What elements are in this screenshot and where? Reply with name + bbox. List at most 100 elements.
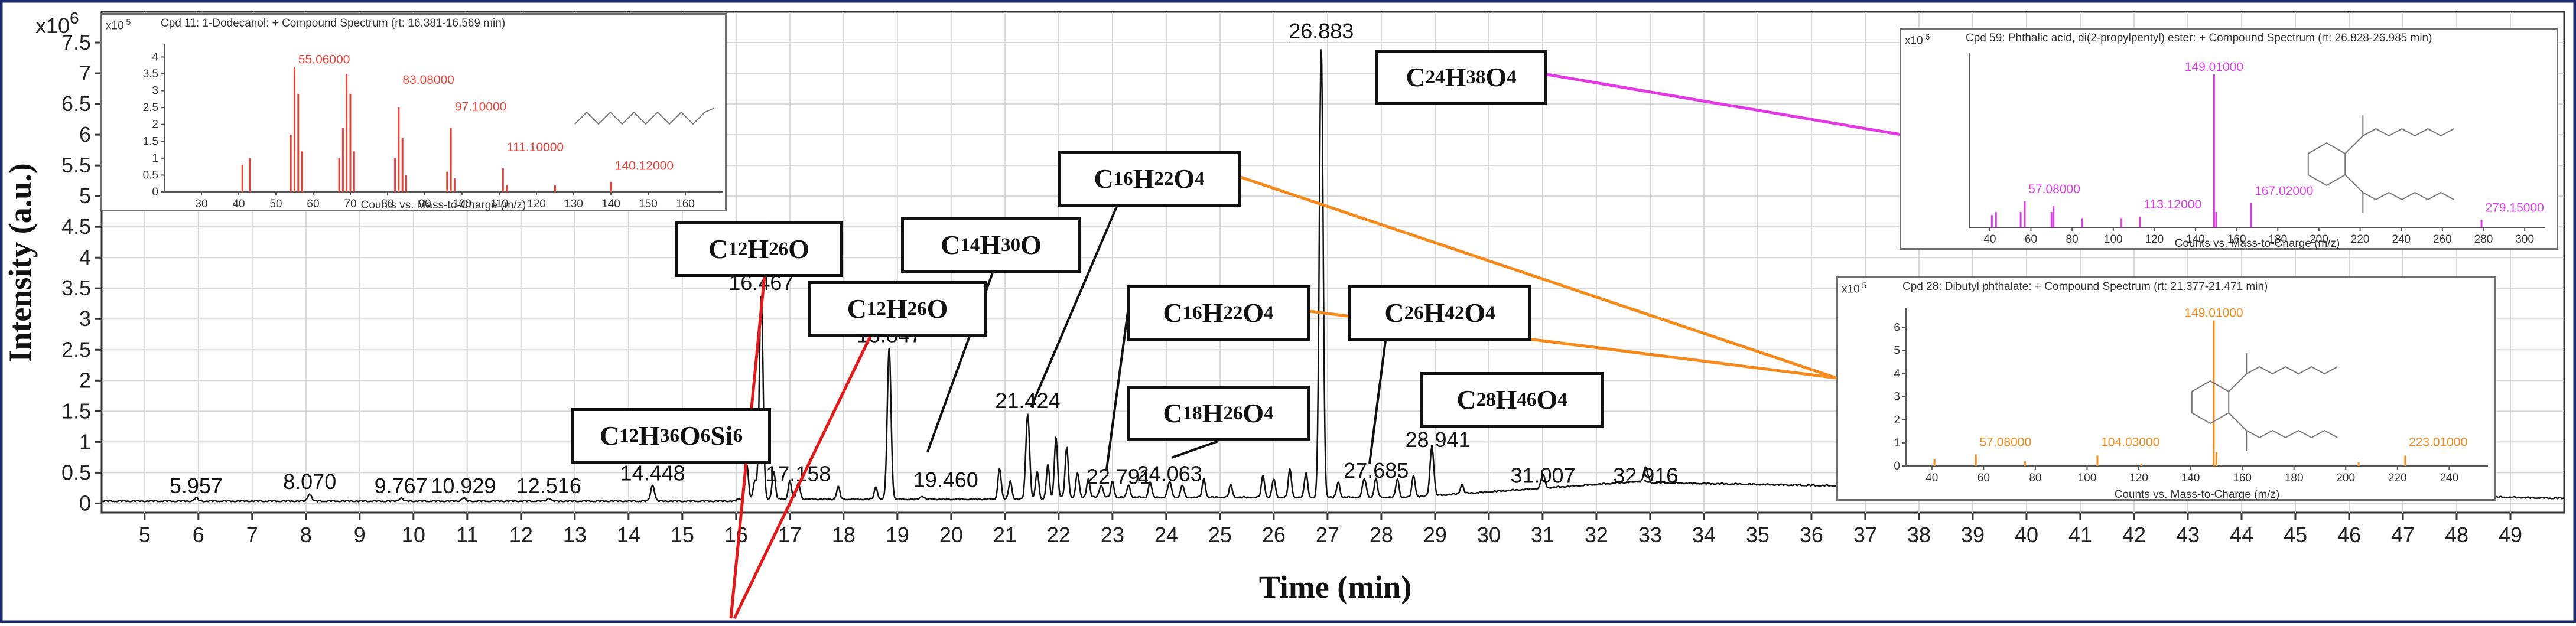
x-tick-label: 14 [617, 523, 640, 547]
x-tick-label: 39 [1961, 523, 1985, 547]
spectrum-peak-label: 149.01000 [2185, 60, 2243, 74]
inset-x-tick-label: 260 [2433, 233, 2452, 246]
peak-label: 28.941 [1405, 428, 1470, 452]
inset-x-tick-label: 100 [453, 198, 471, 210]
inset-x-tick-label: 220 [2388, 472, 2407, 484]
y-tick-label: 0.5 [61, 460, 91, 484]
x-tick-label: 17 [778, 523, 802, 547]
peak-label: 24.063 [1137, 461, 1202, 485]
y-tick-label: 2 [79, 368, 91, 392]
inset-x-tick-label: 150 [639, 198, 658, 210]
inset-x-tick-label: 120 [2129, 472, 2148, 484]
inset-x-tick-label: 40 [1983, 233, 1996, 246]
x-tick-label: 35 [1746, 523, 1770, 547]
x-tick-label: 16 [724, 523, 748, 547]
inset-x-tick-label: 110 [490, 198, 508, 210]
x-tick-label: 10 [402, 523, 425, 547]
inset-x-tick-label: 100 [2078, 472, 2097, 484]
inset-x-tick-label: 80 [2066, 233, 2079, 246]
inset-y-tick-label: 4 [1894, 368, 1900, 380]
peak-label: 17.158 [766, 461, 831, 485]
x-tick-label: 13 [563, 523, 587, 547]
molecule-bond [2344, 135, 2364, 154]
x-tick-label: 27 [1316, 523, 1339, 547]
inset-x-tick-label: 120 [2145, 233, 2164, 246]
inset-title: Cpd 28: Dibutyl phthalate: + Compound Sp… [1902, 281, 2268, 293]
inset-x-tick-label: 120 [527, 198, 546, 210]
x-tick-label: 8 [300, 523, 312, 547]
x-tick-label: 49 [2499, 523, 2522, 547]
connector-line [1546, 73, 1902, 136]
inset-x-tick-label: 40 [1926, 472, 1938, 484]
y-tick-label: 0 [79, 491, 91, 515]
inset-title: Cpd 59: Phthalic acid, di(2-propylpentyl… [1966, 32, 2432, 44]
inset-y-tick-label: 1.5 [143, 135, 158, 148]
inset-x-tick-label: 140 [2181, 472, 2200, 484]
inset-y-tick-label: 3 [152, 85, 158, 97]
x-tick-label: 25 [1208, 523, 1232, 547]
y-multiplier: x10 [35, 14, 70, 38]
x-tick-label: 26 [1262, 523, 1286, 547]
inset-x-tick-label: 60 [1977, 472, 1990, 484]
inset-y-tick-label: 2 [1894, 414, 1900, 426]
spectrum-peak-label: 149.01000 [2184, 307, 2243, 320]
x-tick-label: 20 [939, 523, 963, 547]
x-tick-label: 29 [1423, 523, 1447, 547]
y-tick-label: 7 [79, 61, 91, 85]
y-tick-label: 1 [79, 429, 91, 454]
x-tick-label: 33 [1638, 523, 1662, 547]
x-tick-label: 15 [671, 523, 694, 547]
y-tick-label: 4 [79, 245, 91, 269]
molecule-ring [2307, 142, 2346, 187]
connector-line [1368, 340, 1387, 464]
x-tick-label: 9 [354, 523, 366, 547]
x-tick-label: 19 [886, 523, 909, 547]
molecule-chain [2362, 191, 2454, 201]
y-tick-label: 2.5 [61, 337, 91, 361]
spectrum-peak-label: 113.12000 [2144, 198, 2201, 211]
x-tick-label: 42 [2122, 523, 2146, 547]
connector-line [733, 280, 899, 620]
inset-y-tick-label: 0.5 [143, 169, 158, 181]
peak-label: 10.929 [431, 474, 496, 498]
x-tick-label: 46 [2337, 523, 2361, 547]
inset-x-tick-label: 50 [269, 198, 282, 210]
connector-line [1240, 175, 1837, 380]
x-tick-label: 12 [509, 523, 533, 547]
inset-x-tick-label: 220 [2351, 233, 2370, 246]
compound-formula-label: C 12 H 36 O 6 Si 6 [571, 408, 771, 464]
molecule-bond [2228, 373, 2248, 392]
connector-line [1171, 440, 1219, 459]
inset-x-tick-label: 80 [2029, 472, 2041, 484]
inset-y-tick-label: 3 [1894, 391, 1900, 403]
y-tick-label: 6.5 [61, 92, 91, 116]
molecule-bond [2228, 412, 2248, 431]
inset-x-tick-label: 200 [2336, 472, 2355, 484]
x-tick-label: 32 [1585, 523, 1608, 547]
x-tick-label: 48 [2445, 523, 2468, 547]
x-tick-label: 40 [2015, 523, 2038, 547]
spectrum-peak-label: 97.10000 [455, 100, 507, 114]
molecule-ring [2191, 380, 2230, 425]
spectrum-peak-label: 104.03000 [2101, 436, 2159, 449]
inset-x-tick-label: 200 [2310, 233, 2328, 246]
x-tick-label: 24 [1154, 523, 1178, 547]
x-tick-label: 45 [2284, 523, 2307, 547]
inset-x-tick-label: 130 [564, 198, 583, 210]
inset-x-tick-label: 300 [2515, 233, 2534, 246]
molecule-chain [2246, 429, 2338, 439]
compound-formula-label: C 18 H 26 O 4 [1127, 386, 1310, 441]
x-tick-label: 43 [2176, 523, 2200, 547]
compound-formula-label: C 16 H 22 O 4 [1127, 285, 1310, 341]
spectrum-peak-label: 111.10000 [507, 141, 564, 154]
y-tick-label: 3.5 [61, 276, 91, 300]
x-tick-label: 7 [246, 523, 258, 547]
inset-x-tick-label: 40 [232, 198, 245, 210]
spectrum-peak-label: 279.15000 [2486, 201, 2544, 214]
inset-exponent: x10 6 [1905, 32, 1930, 47]
spectrum-peak-label: 57.08000 [1980, 436, 2032, 449]
y-tick-label: 5.5 [61, 153, 91, 177]
peak-label: 8.070 [283, 470, 336, 494]
inset-x-axis-label: Counts vs. Mass-to-Charge (m/z) [2115, 488, 2280, 501]
